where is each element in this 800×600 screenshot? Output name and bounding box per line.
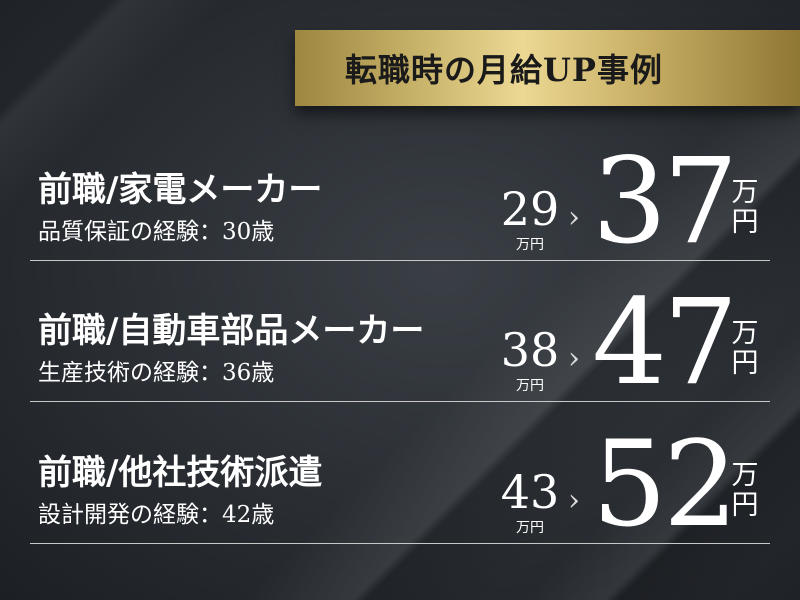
case-row: 前職/家電メーカー 品質保証の経験：30歳 29 万円 › 37 万円	[0, 142, 800, 290]
after-unit: 万円	[728, 461, 762, 521]
case-subtitle: 設計開発の経験：42歳	[38, 502, 275, 528]
before-salary: 29	[500, 182, 560, 236]
after-unit: 万円	[728, 178, 762, 238]
case-title: 前職/自動車部品メーカー	[38, 311, 425, 351]
after-salary: 47	[592, 273, 738, 411]
before-unit: 万円	[516, 520, 544, 536]
unit-yen: 円	[731, 348, 759, 379]
arrow-icon: ›	[568, 341, 580, 376]
case-title: 前職/他社技術派遣	[38, 453, 323, 493]
divider	[30, 401, 770, 402]
after-salary: 37	[592, 132, 738, 270]
unit-yen: 円	[731, 490, 759, 521]
header-banner: 転職時の月給UP事例	[295, 30, 800, 106]
after-unit: 万円	[728, 319, 762, 379]
unit-man: 万	[731, 177, 759, 208]
unit-yen: 円	[731, 207, 759, 238]
header-title: 転職時の月給UP事例	[345, 51, 663, 89]
arrow-icon: ›	[568, 200, 580, 235]
unit-man: 万	[731, 318, 759, 349]
case-title: 前職/家電メーカー	[38, 170, 323, 210]
before-unit: 万円	[516, 378, 544, 394]
after-salary: 52	[592, 415, 738, 553]
case-subtitle: 品質保証の経験：30歳	[38, 219, 275, 245]
arrow-icon: ›	[568, 483, 580, 518]
before-salary: 38	[500, 323, 560, 377]
before-salary: 43	[500, 465, 560, 519]
unit-man: 万	[731, 460, 759, 491]
before-unit: 万円	[516, 237, 544, 253]
divider	[30, 543, 770, 544]
case-subtitle: 生産技術の経験：36歳	[38, 360, 275, 386]
case-row: 前職/他社技術派遣 設計開発の経験：42歳 43 万円 › 52 万円	[0, 425, 800, 573]
divider	[30, 260, 770, 261]
case-row: 前職/自動車部品メーカー 生産技術の経験：36歳 38 万円 › 47 万円	[0, 283, 800, 431]
